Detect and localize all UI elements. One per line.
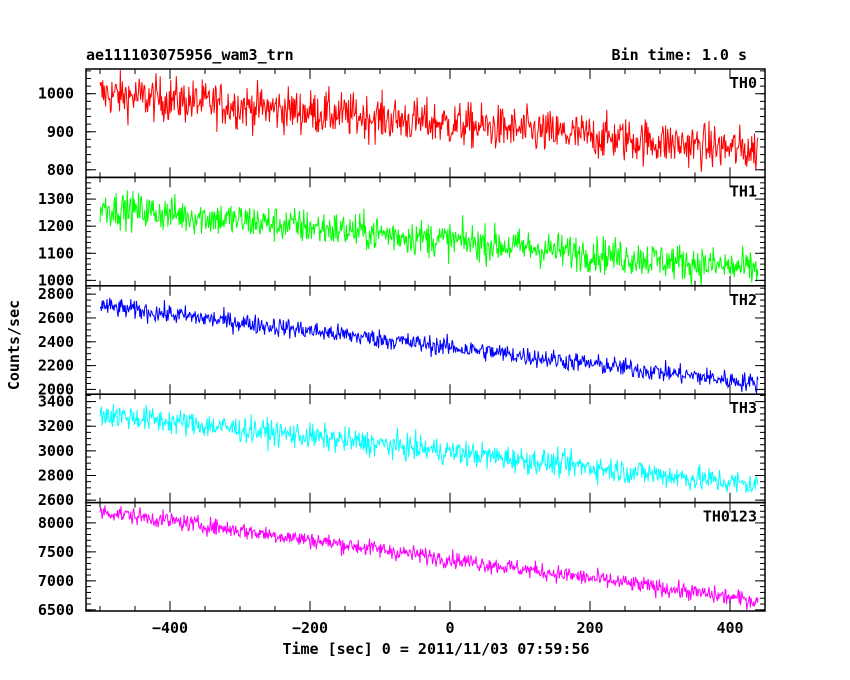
panel-th2: 2000 2200 2400 2600 2800 TH2 xyxy=(38,285,766,398)
panel-label: TH0 xyxy=(730,74,757,92)
y-tick-label: 1200 xyxy=(38,217,74,235)
series-th0123 xyxy=(99,505,759,611)
y-tick-label: 2800 xyxy=(38,467,74,485)
y-tick-label: 2800 xyxy=(38,285,74,303)
y-tick-label: 800 xyxy=(47,161,74,179)
y-tick-label: 3400 xyxy=(38,393,74,411)
chart-title: ae111103075956_wam3_trn xyxy=(86,46,294,64)
y-tick-label: 1100 xyxy=(38,244,74,262)
panel-label: TH1 xyxy=(730,182,757,200)
y-tick-label: 2600 xyxy=(38,309,74,327)
series-th1 xyxy=(99,190,759,286)
panel-th3: 2600 2800 3000 3200 3400 TH3 xyxy=(38,393,766,509)
y-tick-label: 3200 xyxy=(38,417,74,435)
y-axis-label: Counts/sec xyxy=(5,300,23,390)
panel-label: TH0123 xyxy=(703,508,757,526)
series-th3 xyxy=(99,403,759,493)
y-tick-label: 900 xyxy=(47,123,74,141)
x-tick-label: 0 xyxy=(445,619,454,637)
x-tick-label: −200 xyxy=(292,619,328,637)
series-th0 xyxy=(99,70,759,172)
bin-time-label: Bin time: 1.0 s xyxy=(612,46,747,64)
y-tick-label: 7000 xyxy=(38,572,74,590)
panel-label: TH2 xyxy=(730,291,757,309)
y-tick-label: 3000 xyxy=(38,442,74,460)
y-tick-label: 6500 xyxy=(38,601,74,619)
y-tick-label: 2200 xyxy=(38,357,74,375)
panel-th0123: 6500 7000 7500 8000 TH0123 xyxy=(38,501,766,619)
x-axis-label: Time [sec] 0 = 2011/11/03 07:59:56 xyxy=(282,640,589,658)
y-tick-label: 2400 xyxy=(38,333,74,351)
panel-th0: 800 900 1000 TH0 xyxy=(38,68,766,179)
y-tick-label: 2000 xyxy=(38,380,74,398)
x-tick-label: −400 xyxy=(152,619,188,637)
y-tick-label: 7500 xyxy=(38,543,74,561)
y-tick-label: 8000 xyxy=(38,514,74,532)
y-tick-label: 2600 xyxy=(38,491,74,509)
y-tick-label: 1300 xyxy=(38,190,74,208)
panel-th1: 1000 1100 1200 1300 TH1 xyxy=(38,176,766,289)
x-tick-label: 200 xyxy=(576,619,603,637)
y-tick-label: 1000 xyxy=(38,271,74,289)
series-th2 xyxy=(99,297,759,394)
x-tick-label: 400 xyxy=(716,619,743,637)
y-tick-label: 1000 xyxy=(38,85,74,103)
panel-frame xyxy=(85,501,766,612)
panel-label: TH3 xyxy=(730,399,757,417)
